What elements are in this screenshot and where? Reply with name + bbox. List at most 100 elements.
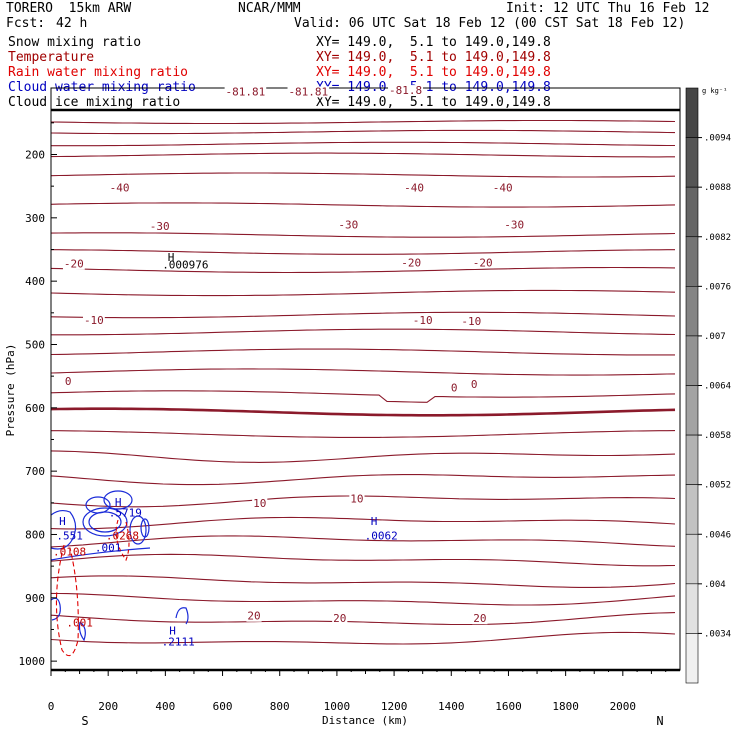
temperature-contour-label: -40 — [110, 182, 130, 195]
colorbar-label: .0034 — [704, 629, 731, 639]
isotherm-line — [50, 535, 676, 548]
contour-label-bg — [449, 382, 459, 394]
temperature-contour-label: -81.81 — [226, 85, 266, 98]
isotherm-line — [50, 553, 676, 567]
y-tick-label: 200 — [25, 148, 45, 161]
contour-label-bg — [460, 316, 483, 328]
isotherm-line — [51, 430, 676, 438]
extremum-label: .0108 — [53, 545, 86, 558]
contour-label-bg — [148, 221, 171, 233]
field-cloud-ice-xy: XY= 149.0, 5.1 to 149.0,149.8 — [316, 95, 551, 110]
extremum-label: .0062 — [365, 530, 398, 543]
colorbar-label: .0094 — [704, 134, 731, 144]
contour-label-bg — [246, 610, 262, 622]
colorbar-segment — [685, 385, 699, 436]
isotherm-line — [50, 407, 676, 417]
isotherm-line — [50, 612, 676, 626]
isotherm-line — [50, 129, 676, 135]
colorbar: .0094 .0088 .0082 .0076 .007 .0064 .0058 .0052.… — [685, 87, 731, 684]
colorbar-segment — [685, 137, 699, 188]
colorbar-label: .0082 — [704, 233, 731, 243]
x-tick-label: 800 — [270, 700, 290, 713]
rain-water-contour — [55, 544, 79, 657]
temperature-contour-label: -30 — [338, 218, 358, 231]
isotherm-line — [50, 575, 676, 588]
colorbar-label: .0064 — [704, 382, 731, 392]
colorbar-segment — [685, 186, 699, 238]
field-rain-xy: XY= 149.0, 5.1 to 149.0,149.8 — [316, 65, 551, 80]
isotherm-line — [51, 328, 676, 336]
colorbar-label: .0052 — [704, 481, 731, 491]
contour-label-bg — [287, 86, 330, 98]
contour-label-bg — [388, 85, 424, 97]
isotherm-line — [51, 141, 675, 147]
cloud-water-contour — [50, 597, 61, 621]
y-tick-label: 700 — [25, 465, 45, 478]
y-axis-title: Pressure (hPa) — [4, 344, 17, 437]
field-temperature-xy: XY= 149.0, 5.1 to 149.0,149.8 — [316, 50, 551, 65]
isotherm-line — [50, 390, 676, 403]
isotherm-line — [50, 450, 676, 463]
organization-label: NCAR/MMM — [238, 1, 301, 16]
contour-label-bg — [469, 378, 479, 390]
valid-time: Valid: 06 UTC Sat 18 Feb 12 (00 CST Sat … — [294, 16, 686, 31]
colorbar-segment — [685, 335, 699, 386]
model-title: TORERO 15km ARW — [6, 1, 132, 16]
contour-label-bg — [337, 219, 360, 231]
isotherm-line — [50, 119, 676, 125]
isotherm-line — [50, 232, 676, 238]
contour-label-bg — [224, 86, 267, 98]
contour-label-bg — [349, 493, 365, 505]
temperature-contour-label: -10 — [461, 315, 481, 328]
colorbar-label: .0088 — [704, 183, 731, 193]
temperature-contour-label: -81.81 — [288, 85, 328, 98]
field-temperature-name: Temperature — [8, 50, 95, 65]
field-cloud-ice-name: Cloud ice mixing ratio — [8, 95, 181, 110]
isotherm-line — [50, 289, 676, 297]
isotherm-line — [50, 266, 676, 274]
colorbar-segment — [685, 286, 699, 337]
temperature-contours — [50, 119, 676, 645]
contour-label-bg — [491, 182, 514, 194]
x-tick-label: 1600 — [495, 700, 522, 713]
temperature-contour-label: 20 — [473, 612, 486, 625]
colorbar-label: .004 — [704, 580, 726, 590]
isotherm-line — [50, 368, 676, 376]
isotherm-line — [50, 516, 676, 530]
forecast-label: Fcst: — [6, 16, 46, 31]
temperature-contour-label: 10 — [253, 497, 266, 510]
x-tick-label: 1800 — [552, 700, 579, 713]
colorbar-label: .0058 — [704, 431, 731, 441]
y-tick-label: 300 — [25, 212, 45, 225]
rain-water-contour — [115, 519, 130, 562]
x-tick-label: 200 — [98, 700, 118, 713]
extremum-label: H — [371, 515, 378, 528]
contour-label-bg — [503, 219, 526, 231]
extremum-label: .001 — [66, 616, 93, 629]
contour-label-bg — [332, 613, 348, 625]
extremum-label: .5719 — [109, 507, 142, 520]
extremum-label: H — [115, 496, 122, 509]
cloud-water-contour — [175, 607, 189, 625]
isotherm-line — [50, 631, 676, 645]
isotherm-line — [50, 202, 676, 208]
x-tick-label: 1400 — [438, 700, 465, 713]
cloud-water-contour — [140, 518, 150, 538]
temperature-contour-label: -20 — [401, 256, 421, 269]
contour-label-bg — [108, 182, 131, 194]
north-end-label: N — [656, 714, 663, 728]
contour-label-bg — [62, 258, 85, 270]
temperature-contour-label: -40 — [404, 182, 424, 195]
extremum-label: .000976 — [162, 258, 208, 271]
field-snow-xy: XY= 149.0, 5.1 to 149.0,149.8 — [316, 35, 551, 50]
temperature-contour-label: -81.8 — [389, 84, 422, 97]
colorbar-segment — [685, 236, 699, 287]
contour-label-bg — [411, 314, 434, 326]
extremum-label: H — [168, 251, 175, 264]
contour-label-bg — [252, 497, 268, 509]
contour-labels: -81.81 -81.81 -81.8 -40 -40 -40 -30 -30 -30 -20 -2… — [53, 84, 526, 648]
temperature-contour-label: 10 — [350, 493, 363, 506]
extremum-label: H — [59, 515, 66, 528]
isotherm-line — [50, 172, 676, 178]
